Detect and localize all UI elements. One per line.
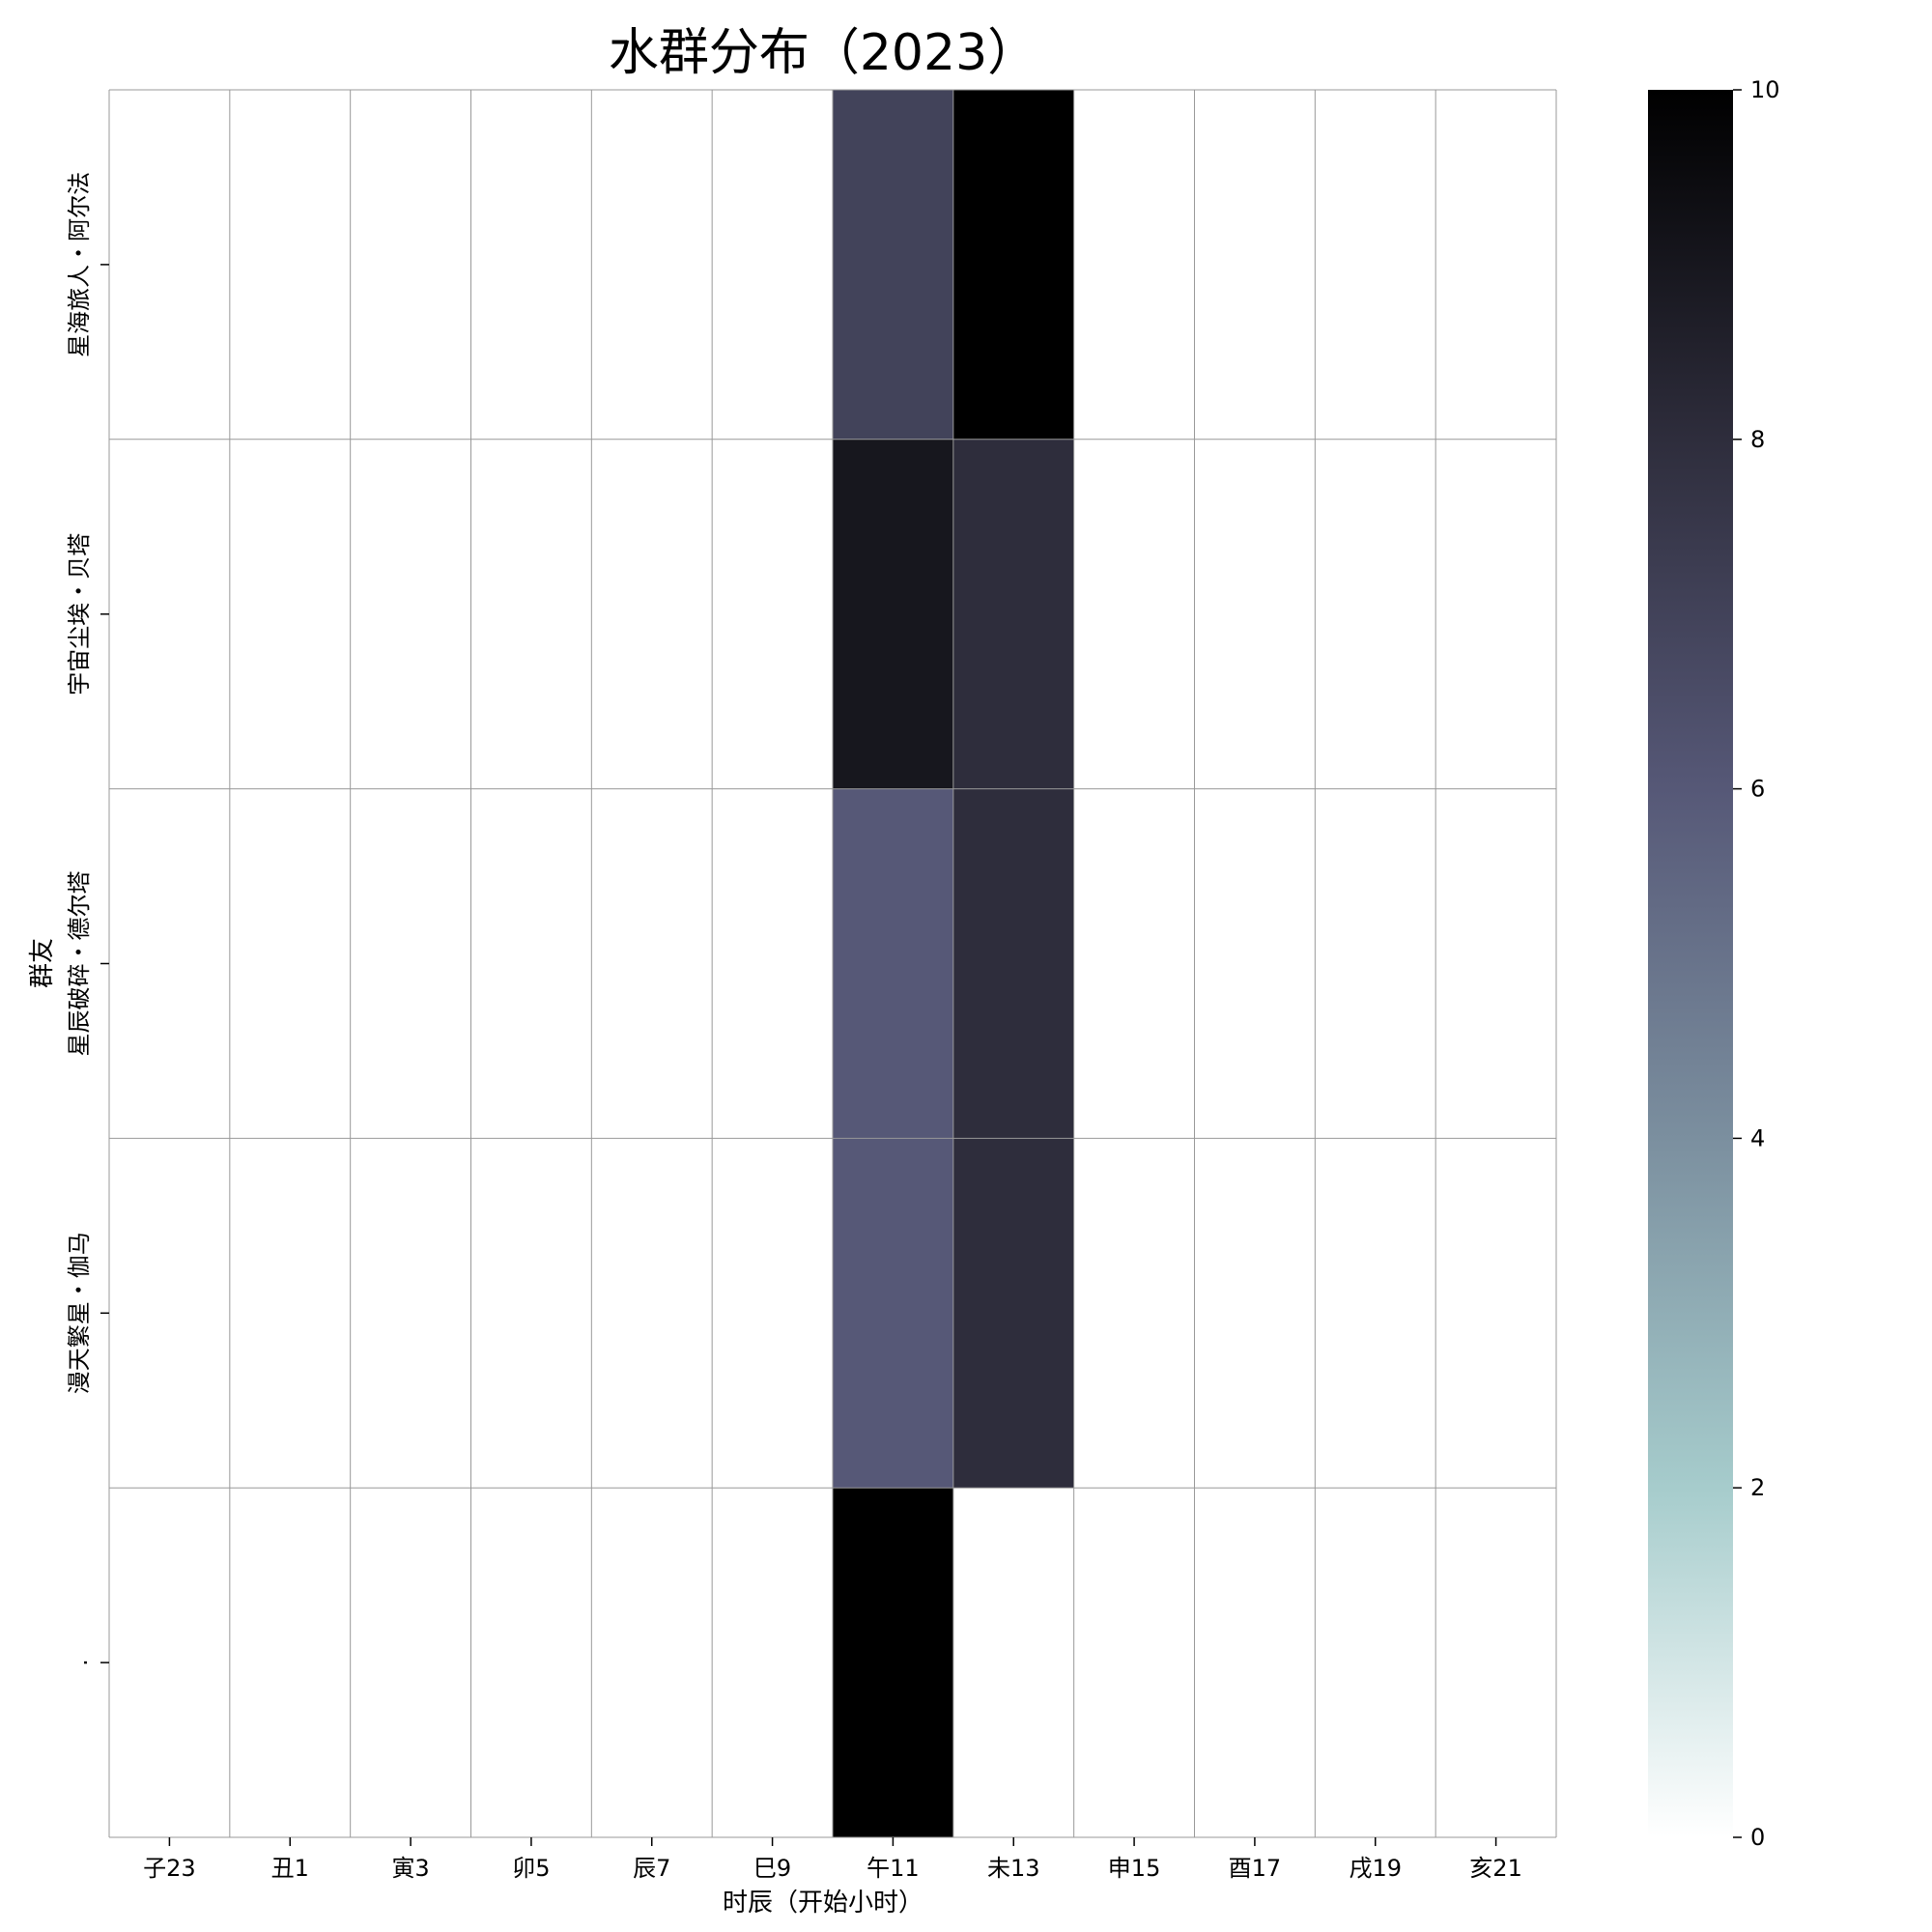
heatmap-cell bbox=[470, 1138, 592, 1489]
colorbar-tick-label: 8 bbox=[1750, 426, 1765, 453]
heatmap-cell bbox=[109, 90, 230, 440]
heatmap-cell bbox=[952, 1488, 1074, 1837]
heatmap-cell bbox=[109, 439, 230, 789]
heatmap-cell bbox=[229, 1138, 351, 1489]
x-tick-label: 未13 bbox=[987, 1855, 1040, 1882]
heatmap-cell bbox=[591, 1488, 713, 1837]
heatmap-cell bbox=[1435, 1488, 1556, 1837]
colorbar-ticks: 0 2 4 6 8 10 bbox=[1733, 76, 1780, 1851]
heatmap-cell bbox=[1435, 1138, 1556, 1489]
heatmap-cell bbox=[470, 1488, 592, 1837]
x-tick-label: 酉17 bbox=[1229, 1855, 1282, 1882]
heatmap-cell bbox=[1315, 788, 1436, 1139]
heatmap-cell bbox=[350, 788, 471, 1139]
x-tick-label: 卯5 bbox=[512, 1855, 550, 1882]
heatmap-cell bbox=[229, 788, 351, 1139]
heatmap-cell bbox=[470, 90, 592, 440]
heatmap-cell bbox=[591, 788, 713, 1139]
x-tick-label: 申15 bbox=[1108, 1855, 1161, 1882]
heatmap-cell bbox=[1073, 1138, 1195, 1489]
y-tick-label: 星辰破碎・德尔塔 bbox=[66, 871, 93, 1057]
x-tick-label: 子23 bbox=[143, 1855, 196, 1882]
heatmap-cell bbox=[109, 1138, 230, 1489]
heatmap-cell bbox=[1435, 90, 1556, 440]
x-axis-label: 时辰（开始小时） bbox=[723, 1889, 923, 1918]
x-tick-label: 寅3 bbox=[391, 1855, 429, 1882]
heatmap-cell bbox=[833, 1488, 953, 1837]
colorbar bbox=[1648, 90, 1733, 1837]
heatmap-cell bbox=[591, 90, 713, 440]
heatmap-cell bbox=[1315, 439, 1436, 789]
heatmap-cell bbox=[712, 1138, 833, 1489]
x-tick-label: 戌19 bbox=[1349, 1855, 1402, 1882]
x-tick-label: 巳9 bbox=[753, 1855, 791, 1882]
heatmap-cell bbox=[833, 90, 953, 440]
heatmap-cell bbox=[952, 788, 1074, 1139]
heatmap-cell bbox=[833, 439, 953, 789]
colorbar-tick-label: 6 bbox=[1750, 776, 1765, 803]
heatmap-cell bbox=[1194, 1488, 1316, 1837]
heatmap-cell bbox=[229, 439, 351, 789]
heatmap-cell bbox=[470, 788, 592, 1139]
heatmap-cell bbox=[229, 1488, 351, 1837]
heatmap-cell bbox=[712, 1488, 833, 1837]
heatmap-cell bbox=[109, 788, 230, 1139]
y-tick-label: 漫天繁星・伽马 bbox=[66, 1232, 93, 1394]
colorbar-tick-label: 4 bbox=[1750, 1124, 1765, 1151]
x-tick-label: 丑1 bbox=[271, 1855, 309, 1882]
heatmap-cell bbox=[1073, 90, 1195, 440]
heatmap-cell bbox=[591, 1138, 713, 1489]
heatmap-cell bbox=[1315, 90, 1436, 440]
heatmap-cell bbox=[470, 439, 592, 789]
heatmap-cell bbox=[109, 1488, 230, 1837]
x-tick-label: 午11 bbox=[867, 1855, 920, 1882]
colorbar-tick-label: 0 bbox=[1750, 1824, 1765, 1851]
heatmap-cell bbox=[1194, 788, 1316, 1139]
heatmap-cell bbox=[952, 1138, 1074, 1489]
heatmap-cell bbox=[833, 788, 953, 1139]
heatmap-cell bbox=[833, 1138, 953, 1489]
y-tick-label: . bbox=[66, 1659, 93, 1666]
heatmap-cell bbox=[1194, 439, 1316, 789]
colorbar-tick-label: 10 bbox=[1750, 76, 1780, 103]
heatmap-cell bbox=[952, 90, 1074, 440]
heatmap-cell bbox=[591, 439, 713, 789]
y-tick-label: 星海旅人・阿尔法 bbox=[66, 172, 93, 357]
heatmap-cell bbox=[712, 788, 833, 1139]
heatmap-cell bbox=[350, 1488, 471, 1837]
heatmap-cell bbox=[712, 90, 833, 440]
heatmap-cell bbox=[1435, 788, 1556, 1139]
heatmap-cells bbox=[109, 90, 1556, 1837]
colorbar-tick-label: 2 bbox=[1750, 1474, 1765, 1501]
heatmap-cell bbox=[1435, 439, 1556, 789]
y-tick-label: 宇宙尘埃・贝塔 bbox=[66, 533, 93, 696]
heatmap-cell bbox=[1073, 439, 1195, 789]
heatmap-gridlines bbox=[108, 89, 1557, 1838]
x-axis-ticks: 子23 丑1 寅3 卯5 辰7 巳9 午11 未13 申15 酉17 戌19 亥21 bbox=[143, 1837, 1522, 1882]
y-axis-label: 群友 bbox=[28, 938, 57, 988]
heatmap-cell bbox=[1073, 1488, 1195, 1837]
heatmap-cell bbox=[952, 439, 1074, 789]
heatmap-cell bbox=[229, 90, 351, 440]
heatmap-cell bbox=[1194, 1138, 1316, 1489]
x-tick-label: 辰7 bbox=[633, 1855, 670, 1882]
heatmap-cell bbox=[1073, 788, 1195, 1139]
heatmap-cell bbox=[1315, 1138, 1436, 1489]
x-tick-label: 亥21 bbox=[1469, 1855, 1522, 1882]
heatmap-cell bbox=[1315, 1488, 1436, 1837]
chart-title: 水群分布（2023） bbox=[609, 24, 1037, 82]
heatmap-cell bbox=[350, 90, 471, 440]
heatmap-cell bbox=[350, 1138, 471, 1489]
heatmap-cell bbox=[350, 439, 471, 789]
heatmap-cell bbox=[1194, 90, 1316, 440]
heatmap-cell bbox=[712, 439, 833, 789]
